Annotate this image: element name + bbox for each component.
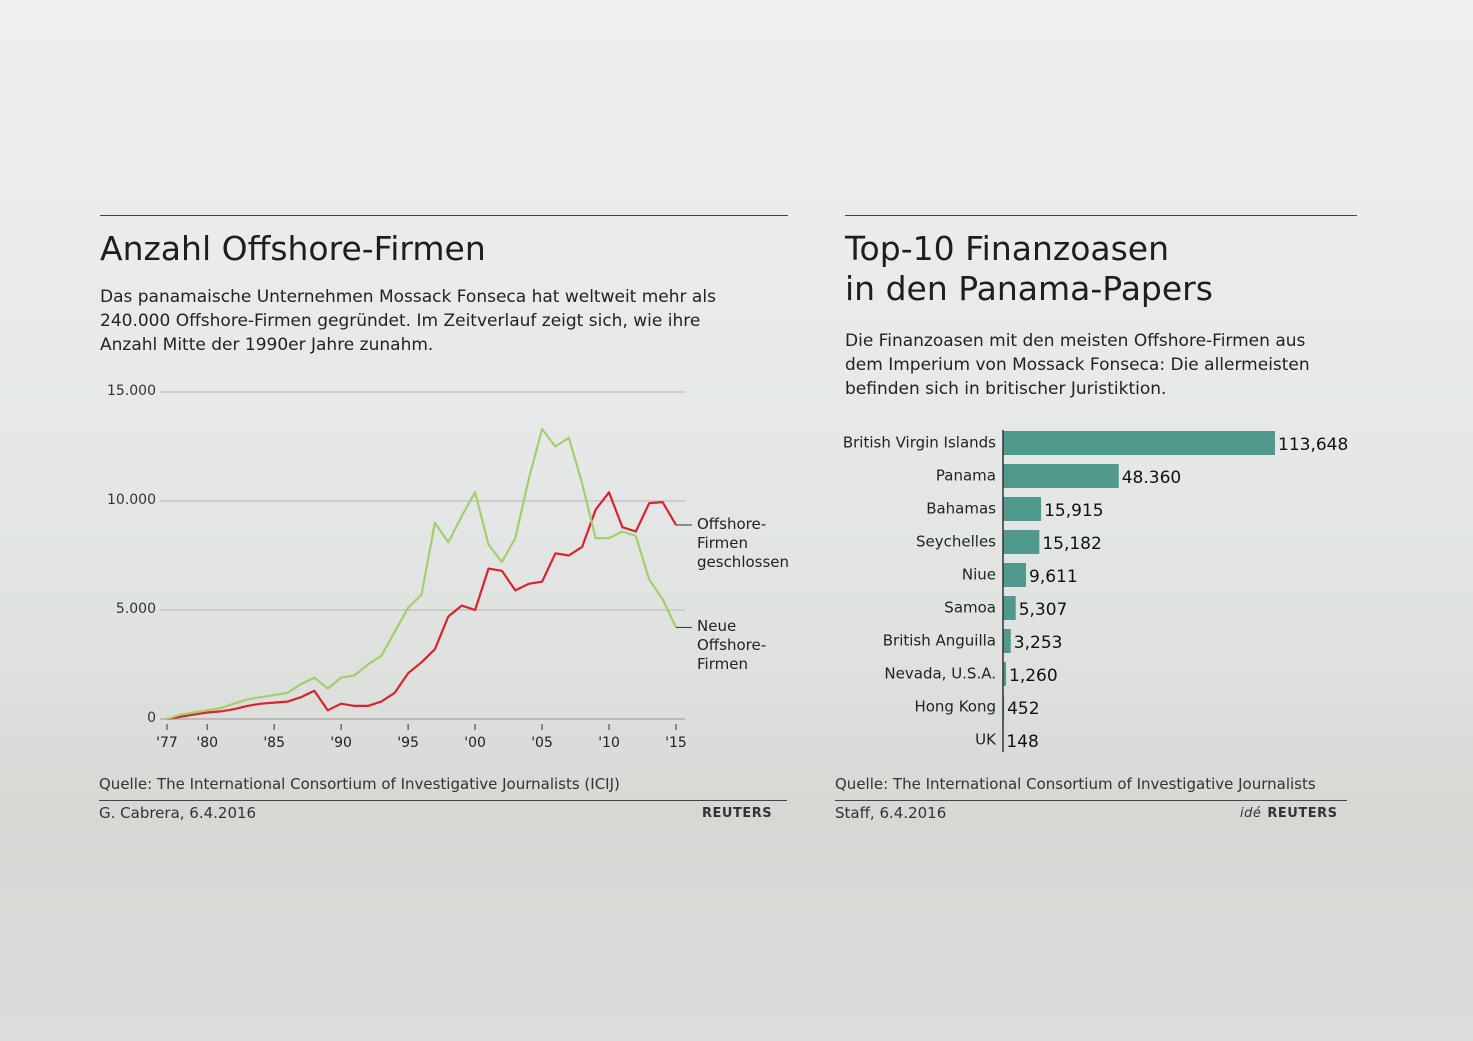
value-label: 113,648 [1278, 435, 1348, 455]
category-label: Samoa [944, 599, 996, 617]
category-label: British Anguilla [883, 632, 996, 650]
y-tick-label: 15.000 [107, 383, 156, 399]
rule [100, 215, 788, 216]
credit: G. Cabrera, 6.4.2016 [99, 804, 257, 822]
value-label: 1,260 [1009, 666, 1058, 686]
line-series [166, 428, 677, 721]
category-label: Panama [936, 467, 996, 485]
bar [1003, 464, 1119, 488]
value-label: 452 [1007, 699, 1039, 719]
rule [845, 215, 1357, 216]
chart-subtitle: Die Finanzoasen mit den meisten Offshore… [845, 331, 1310, 399]
value-label: 15,182 [1042, 534, 1101, 554]
value-label: 5,307 [1019, 600, 1068, 620]
category-label: Hong Kong [914, 698, 996, 716]
source: Quelle: The International Consortium of … [99, 775, 620, 793]
y-tick-label: 0 [147, 710, 156, 726]
source: Quelle: The International Consortium of … [835, 775, 1316, 793]
logo: idé REUTERS [1240, 806, 1337, 821]
x-tick-label: '10 [598, 735, 620, 751]
x-tick-label: '85 [263, 735, 285, 751]
logo-text: REUTERS [702, 806, 773, 821]
value-label: 148 [1006, 732, 1038, 752]
chart-title: Top-10 Finanzoasen in den Panama-Papers [845, 229, 1213, 308]
x-tick-label: '80 [196, 735, 218, 751]
rule [835, 800, 1347, 801]
bar [1003, 629, 1011, 653]
series-label: Offshore-Firmen geschlossen [697, 514, 790, 571]
x-tick-label: '00 [464, 735, 486, 751]
rule [99, 800, 787, 801]
logo: REUTERS [702, 806, 772, 821]
credit: Staff, 6.4.2016 [835, 804, 947, 822]
category-label: Nevada, U.S.A. [884, 665, 996, 683]
category-label: Niue [962, 566, 996, 584]
bar [1003, 530, 1040, 554]
x-tick-label: '95 [397, 735, 419, 751]
category-label: Seychelles [916, 533, 996, 551]
chart-subtitle: Das panamaische Unternehmen Mossack Fons… [100, 287, 716, 355]
value-label: 9,611 [1029, 567, 1078, 587]
bar [1003, 596, 1016, 620]
value-label: 3,253 [1014, 633, 1063, 653]
category-label: Bahamas [926, 500, 996, 518]
x-tick-label: '15 [665, 735, 687, 751]
series-label: Neue Offshore-Firmen [697, 617, 767, 674]
bar [1003, 563, 1027, 587]
bar [1003, 662, 1007, 686]
bar [1003, 497, 1042, 521]
chart-title: Anzahl Offshore-Firmen [100, 229, 486, 268]
category-label: UK [975, 731, 997, 749]
category-label: British Virgin Islands [843, 434, 996, 452]
value-label: 15,915 [1044, 501, 1103, 521]
x-tick-label: '05 [531, 735, 553, 751]
y-tick-label: 5.000 [116, 601, 156, 617]
logo-text: REUTERS [1267, 806, 1338, 821]
x-tick-label: '90 [330, 735, 352, 751]
bar [1003, 431, 1275, 455]
value-label: 48.360 [1122, 468, 1181, 488]
line-series [166, 491, 677, 721]
y-tick-label: 10.000 [107, 492, 156, 508]
x-tick-label: '77 [156, 735, 178, 751]
logo-prefix: idé [1240, 806, 1262, 821]
